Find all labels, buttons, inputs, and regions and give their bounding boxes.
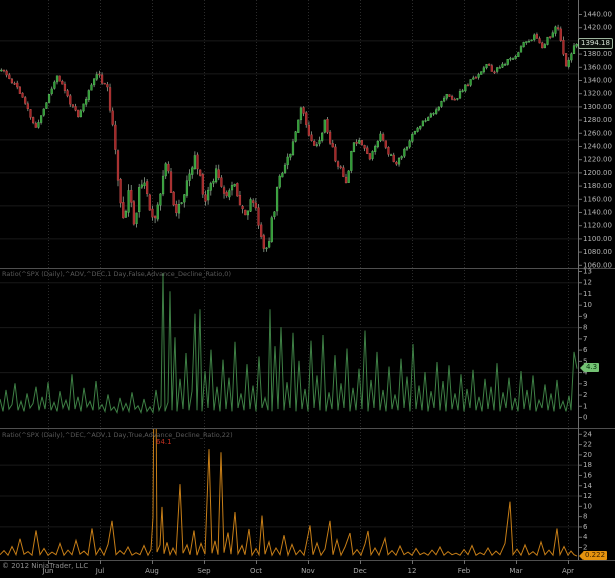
advance-decline-panel-label: Ratio(^SPX (Daily),^ADV,^DEC,1 Day,False… bbox=[2, 270, 231, 278]
month-label: Dec bbox=[353, 567, 367, 575]
price-axis[interactable]: 1060.00 1080.00 1100.00 1120.00 1140.00 1160.… bbox=[578, 11, 612, 270]
axis-tick-label: 10 bbox=[583, 502, 592, 510]
axis-tick-label: 9 bbox=[583, 312, 587, 320]
decline_advance-series bbox=[0, 429, 578, 558]
vertical-gridlines bbox=[48, 0, 569, 560]
axis-tick-label: 11 bbox=[583, 290, 592, 298]
month-label: Sep bbox=[197, 567, 211, 575]
axis-tick-label: 13 bbox=[583, 268, 592, 276]
axis-tick-label: 18 bbox=[583, 461, 592, 469]
month-label: Aug bbox=[145, 567, 159, 575]
axis-tick-label: 1240.00 bbox=[583, 143, 612, 151]
axis-tick-label: 24 bbox=[583, 430, 592, 438]
advance-decline-last-value-badge: 4.3 bbox=[579, 363, 600, 372]
decline-advance-last-value-badge: 0.222 bbox=[578, 551, 608, 560]
axis-tick-label: 7 bbox=[583, 335, 587, 343]
axis-tick-label: 12 bbox=[583, 492, 592, 500]
month-label: Mar bbox=[509, 567, 522, 575]
axis-tick-label: 1340.00 bbox=[583, 77, 612, 85]
axis-tick-label: 1120.00 bbox=[583, 222, 612, 230]
axis-tick-label: 1300.00 bbox=[583, 103, 612, 111]
month-label: Jun bbox=[42, 567, 54, 575]
month-label: Nov bbox=[301, 567, 315, 575]
time-axis[interactable]: Jun Jul Aug Sep Oct Nov Dec 12 Feb Mar Apr bbox=[42, 560, 575, 575]
advance_decline-series bbox=[0, 273, 578, 415]
last-price-badge: 1394.18 bbox=[578, 38, 613, 49]
axis-tick-label: 6 bbox=[583, 346, 588, 354]
axis-tick-label: 1420.00 bbox=[583, 24, 612, 32]
axis-tick-label: 1220.00 bbox=[583, 156, 612, 164]
axis-tick-label: 10 bbox=[583, 301, 592, 309]
axis-tick-label: 3 bbox=[583, 380, 587, 388]
axis-tick-label: 0 bbox=[583, 414, 587, 422]
axis-tick-label: 1200.00 bbox=[583, 169, 612, 177]
axis-tick-label: 2 bbox=[583, 544, 587, 552]
axis-tick-label: 2 bbox=[583, 391, 587, 399]
axis-tick-label: 8 bbox=[583, 513, 587, 521]
axis-tick-label: 1320.00 bbox=[583, 90, 612, 98]
axis-tick-label: 12 bbox=[583, 279, 592, 287]
axis-tick-label: 1100.00 bbox=[583, 235, 612, 243]
panel-dividers bbox=[0, 268, 615, 561]
month-label: 12 bbox=[408, 567, 417, 575]
axis-tick-label: 4 bbox=[583, 369, 588, 377]
axis-tick-label: 6 bbox=[583, 523, 588, 531]
axis-tick-label: 1440.00 bbox=[583, 11, 612, 19]
axis-tick-label: 5 bbox=[583, 357, 587, 365]
axis-tick-label: 14 bbox=[583, 482, 592, 490]
axis-tick-label: 1180.00 bbox=[583, 182, 612, 190]
decline-advance-panel-label: Ratio(^SPX (Daily),^DEC,^ADV,1 Day,True,… bbox=[2, 431, 233, 439]
axis-tick-label: 1140.00 bbox=[583, 209, 612, 217]
axis-tick-label: 8 bbox=[583, 324, 587, 332]
month-label: Apr bbox=[562, 567, 574, 575]
axis-tick-label: 1280.00 bbox=[583, 116, 612, 124]
month-label: Feb bbox=[458, 567, 471, 575]
axis-tick-label: 4 bbox=[583, 533, 588, 541]
axis-tick-label: 1160.00 bbox=[583, 195, 612, 203]
axis-tick-label: 1260.00 bbox=[583, 129, 612, 137]
horizontal-gridlines bbox=[0, 40, 578, 528]
candlestick-series bbox=[0, 24, 578, 253]
month-label: Jul bbox=[95, 567, 105, 575]
axis-tick-label: 1360.00 bbox=[583, 63, 612, 71]
axis-tick-label: 1060.00 bbox=[583, 261, 612, 269]
month-label: Oct bbox=[250, 567, 262, 575]
peak-value-annotation: 64.1 bbox=[156, 438, 172, 446]
copyright-text: © 2012 NinjaTrader, LLC bbox=[2, 562, 89, 570]
axis-tick-label: 1080.00 bbox=[583, 248, 612, 256]
axis-tick-label: 20 bbox=[583, 451, 592, 459]
axis-tick-label: 1380.00 bbox=[583, 50, 612, 58]
axis-tick-label: 22 bbox=[583, 441, 592, 449]
axis-tick-label: 1 bbox=[583, 402, 587, 410]
axis-tick-label: 16 bbox=[583, 471, 592, 479]
